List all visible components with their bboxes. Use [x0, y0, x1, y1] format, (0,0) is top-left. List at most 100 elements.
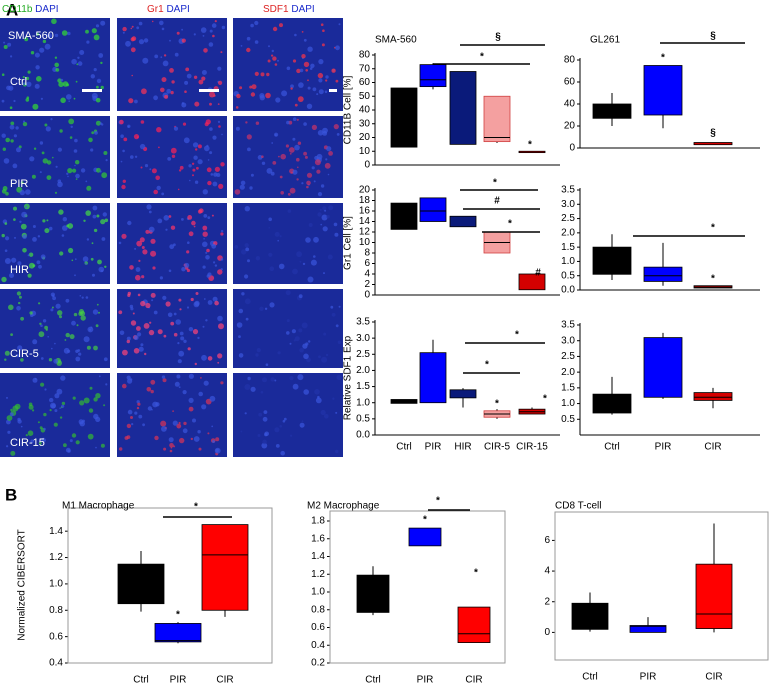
micrograph-speck: [187, 347, 191, 351]
micrograph-speck: [168, 269, 172, 273]
micrograph-speck: [83, 336, 90, 343]
micrograph-speck: [34, 52, 40, 58]
micrograph-speck: [140, 343, 144, 347]
micrograph-speck: [13, 99, 16, 103]
micrograph-speck: [287, 209, 292, 213]
micrograph-speck: [18, 301, 21, 305]
micrograph-speck: [118, 241, 122, 245]
micrograph-speck: [202, 325, 205, 328]
micrograph-speck: [159, 276, 163, 280]
micrograph-speck: [93, 397, 98, 402]
micrograph-speck: [320, 223, 323, 226]
micrograph-speck: [321, 214, 328, 221]
micrograph-speck: [245, 121, 248, 124]
micrograph-speck: [303, 61, 310, 68]
micrograph-speck: [52, 296, 56, 301]
micrograph-speck: [12, 405, 19, 412]
y-tick-label: 6: [544, 535, 550, 546]
micrograph-speck: [331, 68, 336, 73]
panel-label: B: [5, 485, 17, 504]
micrograph-speck: [184, 80, 189, 85]
box: [356, 574, 390, 613]
micrograph-speck: [205, 254, 210, 260]
micrograph-speck: [136, 26, 140, 30]
micrograph-speck: [25, 98, 30, 102]
micrograph-speck: [5, 236, 10, 241]
micrograph-speck: [93, 228, 98, 233]
micrograph-speck: [10, 450, 16, 456]
micrograph-speck: [45, 328, 48, 331]
micrograph-speck: [255, 353, 259, 357]
y-tick-label: 1.6: [311, 533, 325, 544]
micrograph-speck: [75, 356, 81, 362]
micrograph-speck: [52, 294, 55, 297]
y-axis-label: Gr1 Cell [%]: [343, 216, 354, 270]
y-tick-label: 30: [359, 118, 371, 129]
micrograph-speck: [170, 321, 175, 326]
micrograph-speck: [24, 203, 30, 210]
micrograph-speck: [179, 165, 184, 170]
micrograph-speck: [335, 411, 338, 414]
micrograph-speck: [131, 423, 134, 426]
micrograph-speck: [141, 275, 145, 279]
micrograph-speck: [214, 20, 217, 23]
micrograph-speck: [40, 97, 44, 100]
micrograph-speck: [213, 94, 216, 97]
micrograph-speck: [316, 169, 321, 174]
y-tick-label: 0.5: [561, 270, 575, 281]
micrograph-speck: [255, 256, 261, 261]
plot-frame: [67, 507, 273, 664]
micrograph-speck: [72, 168, 77, 173]
micrograph-speck: [86, 185, 92, 191]
micrograph-speck: [63, 347, 70, 354]
micrograph-speck: [140, 300, 146, 307]
micrograph-speck: [311, 124, 317, 130]
micrograph-speck: [103, 404, 106, 407]
micrograph-speck: [2, 147, 6, 151]
micrograph-speck: [126, 336, 131, 341]
micrograph-speck: [95, 120, 101, 126]
micrograph-speck: [17, 345, 23, 351]
micrograph-speck: [282, 419, 286, 423]
micrograph-speck: [238, 308, 244, 314]
micrograph-speck: [51, 347, 53, 350]
y-tick-label: 3.5: [561, 320, 575, 331]
micrograph-speck: [75, 160, 80, 165]
micrograph-speck: [78, 352, 82, 356]
box: [419, 352, 447, 404]
micrograph-speck: [325, 158, 328, 161]
micrograph-speck: [275, 444, 280, 448]
micrograph-speck: [197, 159, 203, 165]
micrograph-speck: [212, 296, 218, 302]
micrograph-speck: [190, 437, 193, 441]
micrograph-speck: [42, 219, 46, 223]
micrograph-speck: [240, 430, 243, 433]
micrograph-speck: [92, 309, 99, 315]
micrograph-speck: [75, 173, 80, 179]
micrograph-speck: [149, 168, 152, 171]
micrograph-speck: [181, 102, 187, 108]
micrograph-speck: [16, 354, 20, 358]
micrograph-speck: [283, 417, 287, 421]
box: [449, 71, 477, 145]
micrograph-speck: [203, 214, 208, 218]
micrograph-speck: [73, 97, 76, 100]
y-tick-label: 16: [359, 206, 371, 217]
micrograph-speck: [264, 431, 270, 437]
micrograph-speck: [69, 136, 73, 139]
micrograph-speck: [302, 343, 308, 349]
box: [643, 337, 683, 398]
micrograph-speck: [296, 118, 299, 121]
micrograph-speck: [254, 40, 259, 44]
micrograph-speck: [131, 74, 133, 77]
row-label: CIR-5: [10, 348, 39, 360]
micrograph-speck: [292, 169, 298, 175]
micrograph-speck: [6, 396, 8, 399]
x-tick-label: Ctrl: [604, 442, 620, 453]
micrograph-speck: [85, 180, 88, 183]
y-tick-label: 1.0: [356, 397, 370, 408]
micrograph-speck: [150, 389, 154, 394]
micrograph-speck: [297, 141, 302, 145]
stain-name: DAPI: [35, 4, 58, 15]
micrograph-speck: [209, 29, 213, 33]
